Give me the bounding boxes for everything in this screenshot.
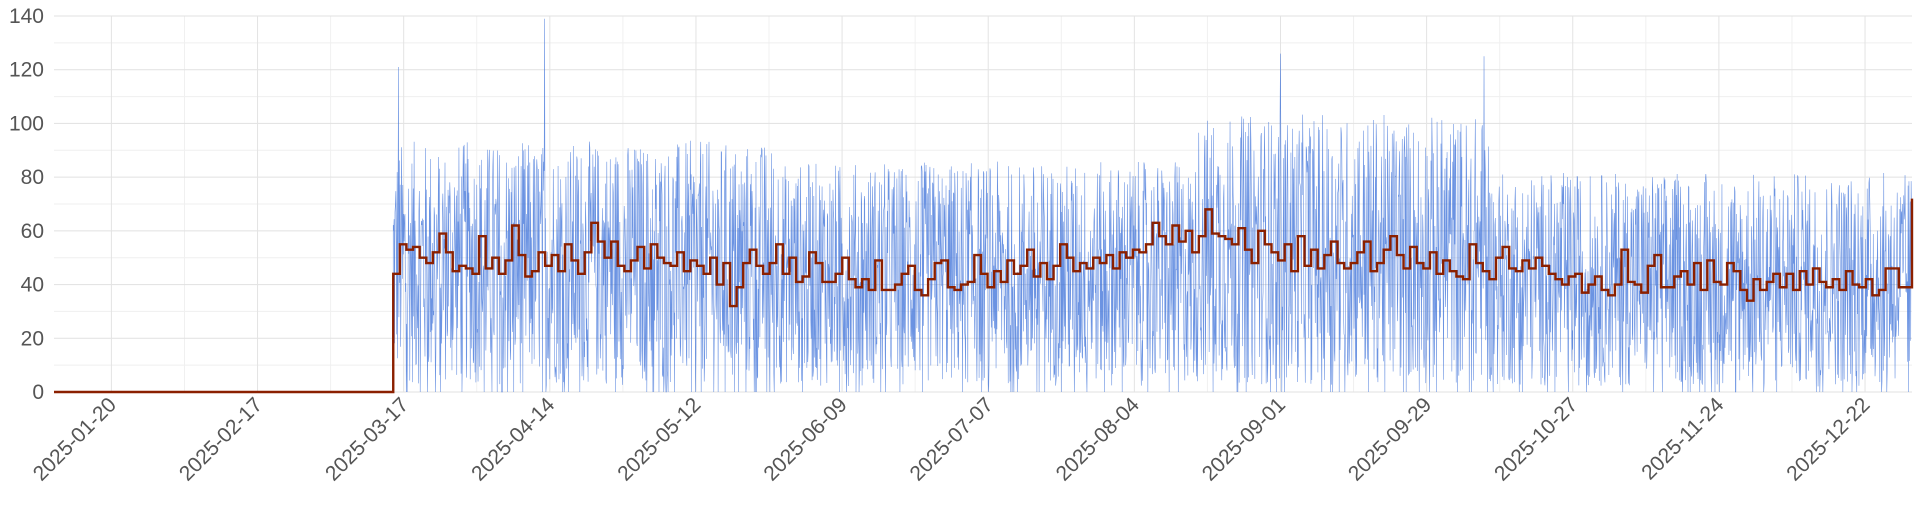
y-tick-label: 100 bbox=[9, 112, 44, 135]
x-tick-label: 2025-09-29 bbox=[1344, 393, 1436, 485]
x-tick-label: 2025-03-17 bbox=[321, 393, 413, 485]
x-tick-label: 2025-07-07 bbox=[906, 393, 998, 485]
y-tick-label: 140 bbox=[9, 5, 44, 28]
average-series-line bbox=[54, 198, 1914, 394]
x-tick-label: 2025-04-14 bbox=[467, 393, 559, 485]
x-tick-label: 2025-09-01 bbox=[1198, 393, 1290, 485]
y-tick-label: 40 bbox=[21, 274, 44, 297]
x-tick-label: 2025-05-12 bbox=[613, 393, 705, 485]
raw-series-line bbox=[54, 18, 1913, 393]
x-tick-label: 2025-06-09 bbox=[759, 393, 851, 485]
x-tick-label: 2025-12-22 bbox=[1782, 393, 1874, 485]
y-tick-label: 60 bbox=[21, 220, 44, 243]
x-tick-label: 2025-01-20 bbox=[29, 393, 121, 485]
y-tick-label: 80 bbox=[21, 166, 44, 189]
y-tick-label: 0 bbox=[32, 381, 44, 404]
x-tick-label: 2025-10-27 bbox=[1490, 393, 1582, 485]
x-axis: 2025-01-20 2025-02-17 2025-03-17 2025-04-14… bbox=[29, 393, 1875, 485]
x-tick-label: 2025-08-04 bbox=[1052, 393, 1144, 485]
x-tick-label: 2025-02-17 bbox=[175, 393, 267, 485]
y-tick-label: 20 bbox=[21, 327, 44, 350]
average-series bbox=[54, 198, 1914, 394]
y-tick-label: 120 bbox=[9, 59, 44, 82]
x-tick-label: 2025-11-24 bbox=[1637, 393, 1728, 484]
raw-series bbox=[54, 18, 1913, 393]
y-axis: 0 20 40 60 80 100 120 140 bbox=[9, 5, 44, 404]
